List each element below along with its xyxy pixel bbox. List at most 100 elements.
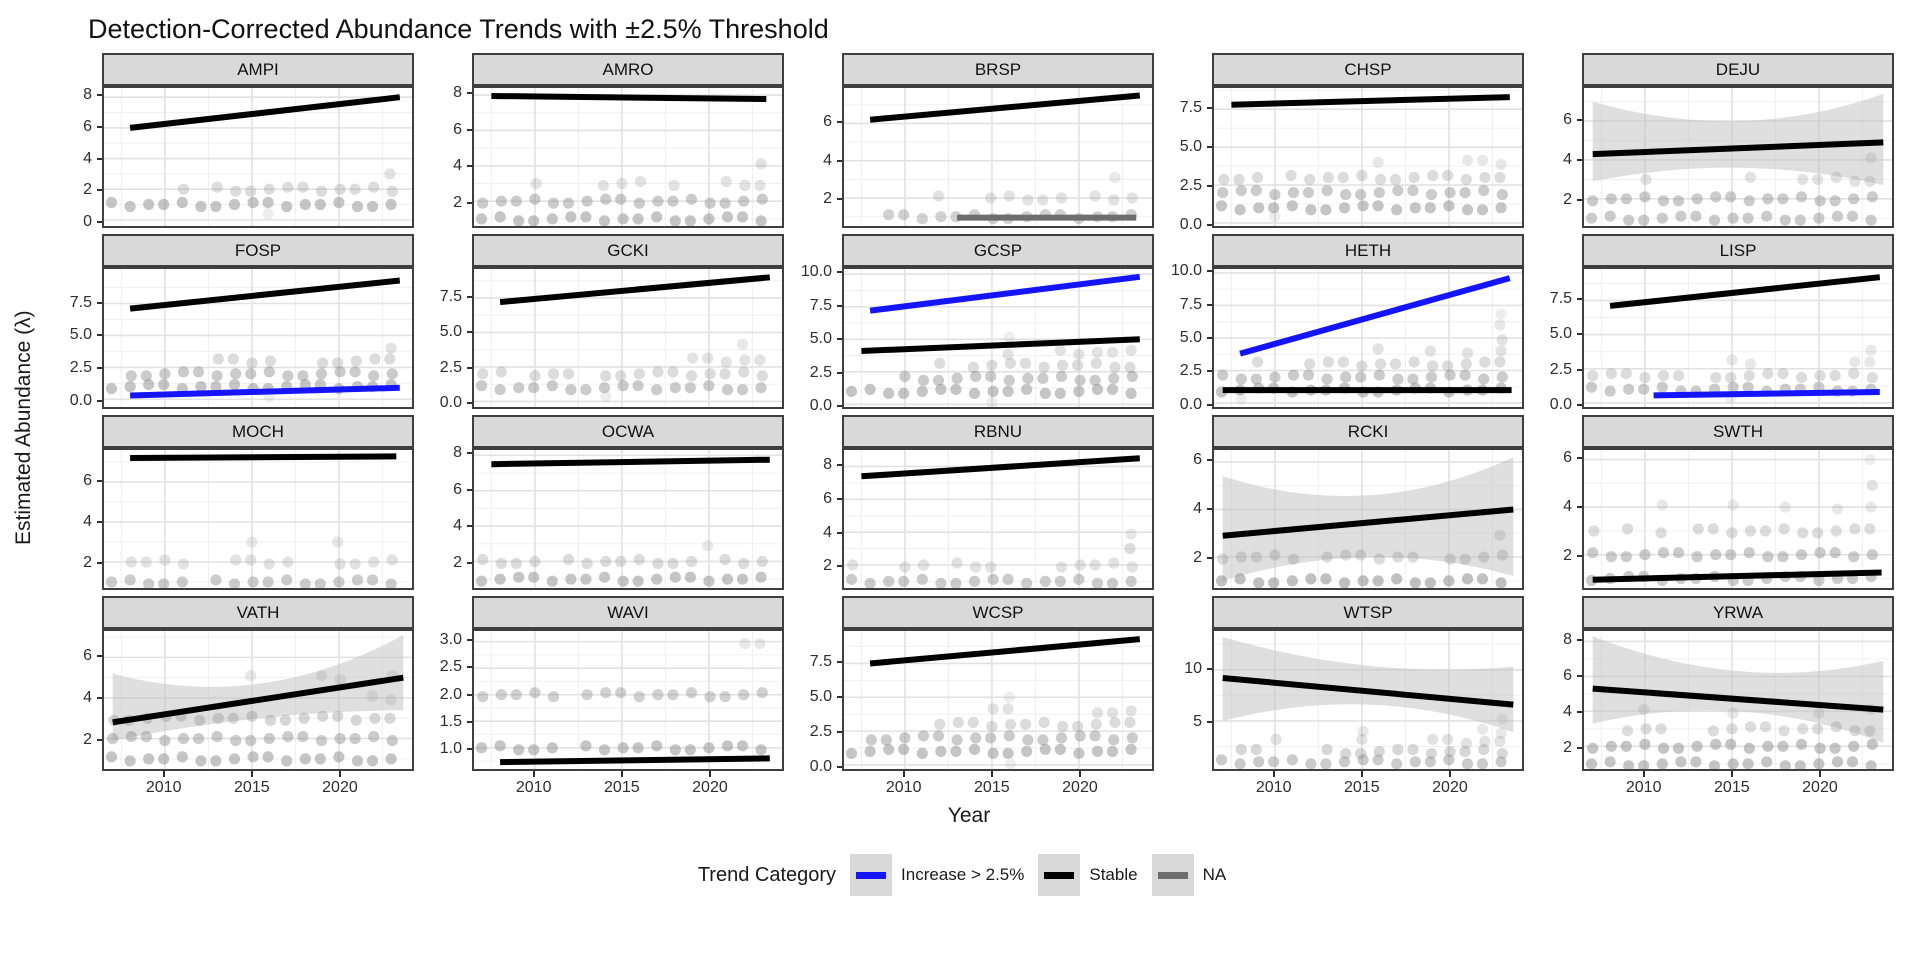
grid-layer [844,450,1152,588]
facet-panel [102,448,414,590]
y-axis-ticks: 2 4 6 [788,86,842,228]
x-tick-mark [250,771,253,777]
y-tick-label: 0.0 [439,394,462,412]
y-tick-label: 2 [823,190,832,208]
trend-lines-layer [869,636,1141,667]
y-tick-label: 2.5 [1179,362,1202,380]
x-tick-mark [708,771,711,777]
y-axis-ticks: 2 4 6 8 [418,445,472,590]
facet-WTSP: WTSP 5 10 2010 2015 2020 [1158,596,1524,802]
x-tick-label: 2010 [1255,779,1292,796]
facet-strip-label: HETH [1344,240,1392,260]
points-layer [845,331,1138,407]
y-tick-mark [1577,333,1582,336]
y-tick-label: 6 [823,113,832,131]
x-tick-label: 2015 [1714,779,1750,796]
facet-LISP: LISP 0.0 2.5 5.0 7.5 [1528,234,1894,412]
y-tick-label: 5.0 [1179,329,1202,346]
facet-panel-row: 1.0 1.5 2.0 2.5 3.0 [418,629,784,771]
y-tick-mark [97,738,102,741]
facet-strip-label: BRSP [974,59,1022,79]
facet-panel [472,86,784,228]
facet-panel [102,629,414,771]
y-axis-ticks: 2 4 6 [1158,448,1212,590]
y-tick-mark [97,479,102,482]
y-axis-ticks: 0.0 2.5 5.0 7.5 10.0 [788,264,842,414]
y-tick-label: 6 [453,120,462,138]
y-tick-mark [467,295,472,298]
y-tick-label: 0.0 [809,397,832,415]
y-tick-label: 2 [453,553,462,571]
y-tick-mark [1577,638,1582,641]
y-tick-label: 2.5 [439,658,462,676]
panel-canvas-GCKI [474,269,782,407]
y-tick-label: 2 [453,193,462,211]
trend-lines-layer [1592,685,1884,713]
y-tick-label: 6 [1193,451,1202,469]
trend-lines-layer [499,274,771,306]
facet-strip-label: YRWA [1712,602,1764,622]
facet-strip-label: CHSP [1344,59,1392,79]
x-tick-mark [1818,771,1821,777]
y-tick-mark [1207,303,1212,306]
trend-lines-layer [112,674,404,726]
y-axis-ticks: 0.0 2.5 5.0 7.5 10.0 [1158,263,1212,412]
panel-canvas-RBNU [844,450,1152,588]
y-tick-mark [467,366,472,369]
y-tick-mark [1207,223,1212,226]
y-axis-ticks: 0.0 2.5 5.0 7.5 [788,629,842,774]
y-tick-label: 8 [823,455,832,473]
x-tick-mark [902,771,905,777]
ribbon-layer [1222,457,1514,581]
facet-DEJU: DEJU 2 4 6 [1528,53,1894,228]
points-layer [475,338,768,403]
facet-HETH: HETH 0.0 2.5 5.0 7.5 10.0 [1158,234,1524,412]
facet-strip-label: OCWA [601,421,655,441]
y-tick-mark [1577,158,1582,161]
points-layer [1215,154,1508,222]
y-tick-label: 2 [83,730,92,748]
panel-canvas-AMPI [104,88,412,226]
facet-panel-row: 0.0 2.5 5.0 7.5 [48,267,414,409]
y-axis-ticks: 2 4 6 [48,629,102,771]
facet-panel [1582,86,1894,228]
facet-RCKI: RCKI 2 4 6 [1158,415,1524,590]
x-tick-mark [532,771,535,777]
y-tick-label: 6 [453,480,462,498]
trend-lines-layer [1222,275,1512,394]
y-axis-ticks: 0.0 2.5 5.0 7.5 [48,267,102,409]
facet-panel-row: 2 4 6 8 [1528,629,1894,771]
points-layer [1215,308,1508,405]
y-tick-label: 5.0 [1549,325,1572,343]
y-tick-mark [837,531,842,534]
x-axis-ticks: 2010 2015 2020 [1582,771,1894,802]
facet-MOCH: MOCH 2 4 6 [48,415,414,590]
y-axis-ticks: 2 4 6 8 [418,85,472,228]
facet-panel [1212,448,1524,590]
y-axis-ticks: 0.0 2.5 5.0 7.5 [418,267,472,412]
points-layer [1585,703,1878,769]
legend-entry-stable: Stable [1038,854,1151,896]
points-layer [845,528,1138,588]
panel-canvas-LISP [1584,269,1892,407]
y-tick-mark [1207,270,1212,273]
grid-layer [474,450,782,588]
points-layer [475,158,768,226]
trend-lines-layer [861,273,1141,354]
facet-strip: HETH [1212,234,1524,267]
facet-panel [842,629,1154,771]
x-tick-mark [620,771,623,777]
y-tick-mark [467,561,472,564]
x-tick-label: 2020 [1062,779,1098,796]
facet-strip-label: MOCH [232,421,284,441]
facet-panel-row: 2 4 6 [1528,448,1894,590]
facet-panel-row: 2 4 6 [1528,86,1894,228]
x-tick-label: 2015 [604,779,640,796]
y-tick-mark [837,271,842,274]
y-tick-mark [837,565,842,568]
facet-strip-label: LISP [1719,240,1757,260]
y-tick-label: 2 [1563,738,1572,756]
y-tick-mark [837,463,842,466]
y-tick-mark [97,655,102,658]
x-axis-title: Year [947,804,991,827]
